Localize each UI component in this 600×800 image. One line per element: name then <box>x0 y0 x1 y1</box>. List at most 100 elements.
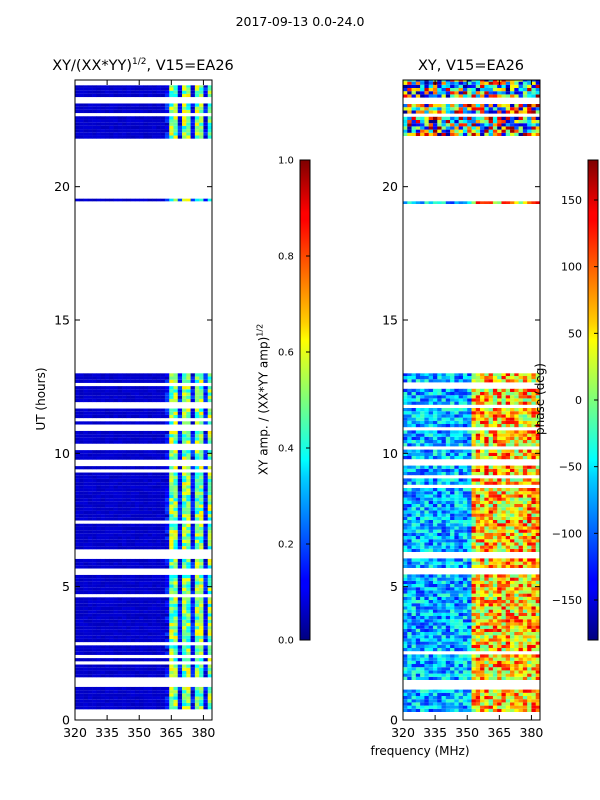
heatmap-cell <box>83 414 89 419</box>
heatmap-cell <box>420 574 425 578</box>
heatmap-cell <box>109 651 114 655</box>
heatmap-cell <box>415 603 421 607</box>
heatmap-cell <box>510 612 515 616</box>
heatmap-cell <box>92 590 97 595</box>
heatmap-cell <box>203 546 209 550</box>
heatmap-cell <box>134 90 140 94</box>
heatmap-cell <box>458 529 464 533</box>
heatmap-cell <box>83 530 89 534</box>
heatmap-cell <box>194 584 200 588</box>
heatmap-cell <box>100 135 106 139</box>
x-tick-label: 365 <box>159 725 183 740</box>
heatmap-cell <box>194 103 200 107</box>
heatmap-cell <box>492 603 498 607</box>
heatmap-cell <box>186 411 191 415</box>
heatmap-cell <box>450 545 455 549</box>
heatmap-cell <box>522 641 528 645</box>
heatmap-cell <box>143 584 149 588</box>
heatmap-cell <box>109 706 114 710</box>
heatmap-cell <box>432 616 438 620</box>
heatmap-cell <box>169 135 174 139</box>
heatmap-cell <box>403 699 408 703</box>
heatmap-cell <box>203 85 209 88</box>
heatmap-cell <box>79 702 84 707</box>
heatmap-cell <box>79 530 84 534</box>
heatmap-cell <box>173 619 179 623</box>
heatmap-cell <box>177 546 183 550</box>
heatmap-cell <box>117 619 123 623</box>
heatmap-cell <box>96 533 101 537</box>
heatmap-cell <box>164 106 170 110</box>
heatmap-cell <box>497 660 502 664</box>
heatmap-cell <box>531 587 537 591</box>
heatmap-cell <box>203 87 209 91</box>
heatmap-cell <box>480 590 485 594</box>
heatmap-cell <box>109 488 114 492</box>
heatmap-cell <box>471 619 477 623</box>
heatmap-cell <box>437 510 442 514</box>
heatmap-cell <box>194 523 200 527</box>
heatmap-cell <box>87 485 93 489</box>
heatmap-cell <box>109 613 114 617</box>
heatmap-cell <box>441 497 447 501</box>
heatmap-cell <box>147 488 153 492</box>
heatmap-cell <box>87 125 93 130</box>
heatmap-cell <box>92 648 97 652</box>
heatmap-cell <box>75 482 80 486</box>
heatmap-cell <box>100 87 106 91</box>
heatmap-cell <box>139 517 144 521</box>
heatmap-cell <box>518 542 524 546</box>
heatmap-cell <box>501 622 507 626</box>
heatmap-cell <box>109 456 114 460</box>
heatmap-cell <box>445 548 451 552</box>
heatmap-cell <box>535 612 541 616</box>
heatmap-cell <box>458 657 464 661</box>
heatmap-cell <box>420 635 425 639</box>
heatmap-cell <box>514 673 519 677</box>
heatmap-cell <box>522 660 528 664</box>
heatmap-cell <box>488 628 494 632</box>
heatmap-cell <box>203 437 209 441</box>
heatmap-cell <box>488 648 494 652</box>
heatmap-cell <box>488 699 494 703</box>
heatmap-cell <box>130 530 136 534</box>
heatmap-cell <box>160 498 166 502</box>
heatmap-cell <box>134 562 140 566</box>
heatmap-cell <box>117 456 123 460</box>
heatmap-cell <box>411 539 417 543</box>
heatmap-cell <box>203 699 209 703</box>
heatmap-cell <box>437 702 442 706</box>
heatmap-cell <box>152 440 157 444</box>
heatmap-cell <box>194 613 200 617</box>
heatmap-cell <box>160 125 166 130</box>
heatmap-cell <box>403 558 408 562</box>
heatmap-cell <box>186 494 191 499</box>
heatmap-cell <box>415 612 421 616</box>
heatmap-cell <box>411 500 417 504</box>
heatmap-cell <box>437 673 442 677</box>
heatmap-cell <box>458 670 464 674</box>
heatmap-cell <box>492 520 498 524</box>
heatmap-cell <box>190 510 196 515</box>
heatmap-cell <box>450 577 455 581</box>
heatmap-cell <box>130 629 136 633</box>
heatmap-cell <box>527 536 532 540</box>
heatmap-cell <box>169 699 174 703</box>
heatmap-cell <box>411 696 417 700</box>
heatmap-cell <box>156 504 161 508</box>
heatmap-cell <box>437 641 442 645</box>
heatmap-cell <box>75 93 80 98</box>
heatmap-cell <box>497 609 502 613</box>
heatmap-cell <box>518 606 524 610</box>
heatmap-cell <box>143 706 149 710</box>
heatmap-cell <box>126 507 131 511</box>
heatmap-cell <box>126 85 131 88</box>
heatmap-cell <box>527 612 532 616</box>
heatmap-cell <box>190 129 196 133</box>
heatmap-cell <box>441 670 447 674</box>
heatmap-cell <box>428 622 434 626</box>
heatmap-cell <box>122 478 127 483</box>
heatmap-cell <box>160 539 166 543</box>
heatmap-cell <box>92 421 97 425</box>
heatmap-cell <box>492 596 498 600</box>
